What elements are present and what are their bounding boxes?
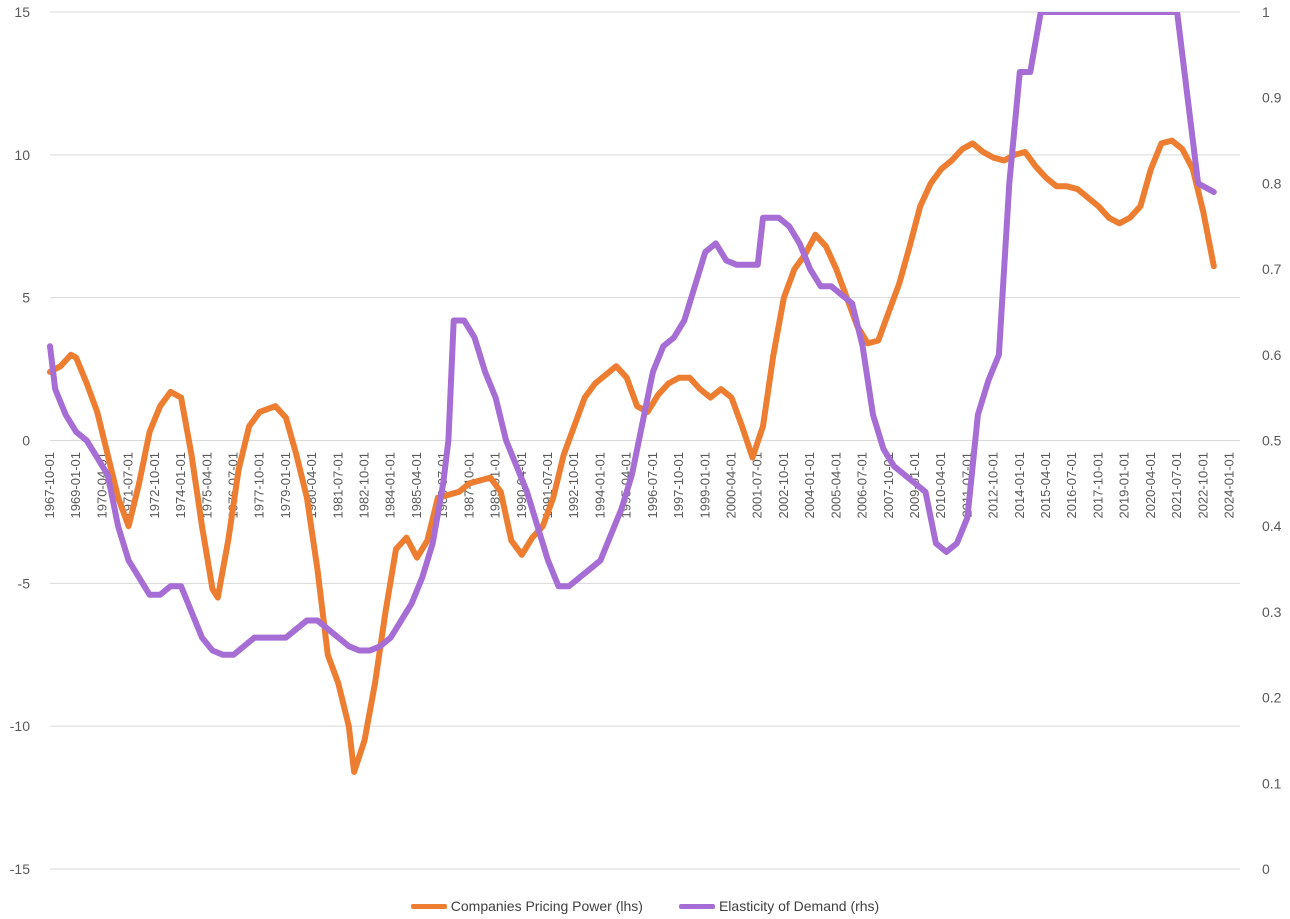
x-axis-tick-label: 2002-10-01: [776, 452, 791, 519]
x-axis-tick-label: 1985-04-01: [409, 452, 424, 519]
line-chart: -15 -10 -5 0 5 10 15 0 0.1 0.2 0.3 0.4 0.5 0.6 0.7 0.8…: [10, 4, 1282, 877]
left-axis-tick-label: 15: [14, 4, 30, 20]
x-axis-tick-label: 1997-10-01: [671, 452, 686, 519]
x-axis-tick-label: 2016-07-01: [1064, 452, 1079, 519]
right-axis-tick-label: 0.6: [1262, 347, 1282, 363]
x-axis-tick-label: 1972-10-01: [147, 452, 162, 519]
legend-swatch-pricing-power: [410, 903, 447, 909]
left-axis-tick-label: 0: [22, 433, 30, 449]
left-axis-tick-label: -5: [18, 575, 31, 591]
x-axis-tick-label: 1977-10-01: [252, 452, 267, 519]
x-axis-tick-label: 2019-01-01: [1117, 452, 1132, 519]
right-axis-tick-label: 0.4: [1262, 518, 1282, 534]
legend: Companies Pricing Power (lhs) Elasticity…: [0, 893, 1290, 919]
right-axis-tick-label: 0.3: [1262, 604, 1282, 620]
x-axis-tick-label: 1979-01-01: [278, 452, 293, 519]
x-axis-tick-label: 1969-01-01: [68, 452, 83, 519]
left-axis-tick-label: -10: [10, 718, 30, 734]
x-axis-tick-label: 2022-10-01: [1195, 452, 1210, 519]
x-axis-tick-label: 2006-07-01: [855, 452, 870, 519]
legend-label-pricing-power: Companies Pricing Power (lhs): [450, 898, 643, 914]
x-axis-tick-label: 1982-10-01: [357, 452, 372, 519]
x-axis-tick-label: 2005-04-01: [828, 452, 843, 519]
x-axis-tick-label: 1992-10-01: [566, 452, 581, 519]
x-axis-tick-label: 1981-07-01: [330, 452, 345, 519]
x-axis-tick-label: 2012-10-01: [986, 452, 1001, 519]
right-axis-tick-label: 0.5: [1262, 433, 1282, 449]
x-axis-tick-label: 2004-01-01: [802, 452, 817, 519]
right-axis-tick-label: 0.1: [1262, 775, 1282, 791]
x-axis-tick-label: 2000-04-01: [723, 452, 738, 519]
right-axis-tick-label: 0.7: [1262, 261, 1282, 277]
x-axis-tick-label: 1994-01-01: [592, 452, 607, 519]
right-axis-tick-label: 0: [1262, 861, 1270, 877]
series-line-elasticity: [47, 12, 1217, 658]
series-line-pricing-power: [47, 137, 1217, 775]
x-axis-tick-label: 2015-04-01: [1038, 452, 1053, 519]
gridlines: [50, 11, 1240, 870]
right-axis-tick-label: 1: [1262, 4, 1270, 20]
x-axis-tick-label: 2024-01-01: [1222, 452, 1237, 519]
legend-item-pricing-power: Companies Pricing Power (lhs): [410, 898, 643, 914]
right-axis-tick-label: 0.8: [1262, 175, 1282, 191]
x-axis-tick-label: 1967-10-01: [42, 452, 57, 519]
x-axis-tick-label: 2014-01-01: [1012, 452, 1027, 519]
x-axis-tick-label: 1984-01-01: [383, 452, 398, 519]
x-axis-tick-label: 2007-10-01: [881, 452, 896, 519]
right-axis-ticks: 0 0.1 0.2 0.3 0.4 0.5 0.6 0.7 0.8 0.9 1: [1262, 4, 1282, 877]
x-axis-tick-label: 1975-04-01: [199, 452, 214, 519]
series-lines: [47, 12, 1217, 775]
x-axis-tick-label: 2001-07-01: [750, 452, 765, 519]
x-axis-tick-label: 1999-01-01: [697, 452, 712, 519]
x-axis-ticks: 1967-10-01 1969-01-01 1970-04-01 1971-07-01…: [42, 452, 1237, 519]
x-axis-tick-label: 2010-04-01: [933, 452, 948, 519]
right-axis-tick-label: 0.9: [1262, 90, 1282, 106]
legend-swatch-elasticity: [678, 903, 715, 909]
x-axis-tick-label: 2020-04-01: [1143, 452, 1158, 519]
left-axis-tick-label: 5: [22, 290, 30, 306]
x-axis-tick-label: 1996-07-01: [645, 452, 660, 519]
x-axis-tick-label: 2017-10-01: [1090, 452, 1105, 519]
left-axis-tick-label: -15: [10, 861, 30, 877]
x-axis-tick-label: 2021-07-01: [1169, 452, 1184, 519]
legend-item-elasticity: Elasticity of Demand (rhs): [678, 898, 880, 914]
left-axis-tick-label: 10: [14, 147, 30, 163]
right-axis-tick-label: 0.2: [1262, 690, 1282, 706]
legend-label-elasticity: Elasticity of Demand (rhs): [718, 898, 880, 914]
left-axis-ticks: -15 -10 -5 0 5 10 15: [10, 4, 30, 877]
x-axis-tick-label: 1974-01-01: [173, 452, 188, 519]
